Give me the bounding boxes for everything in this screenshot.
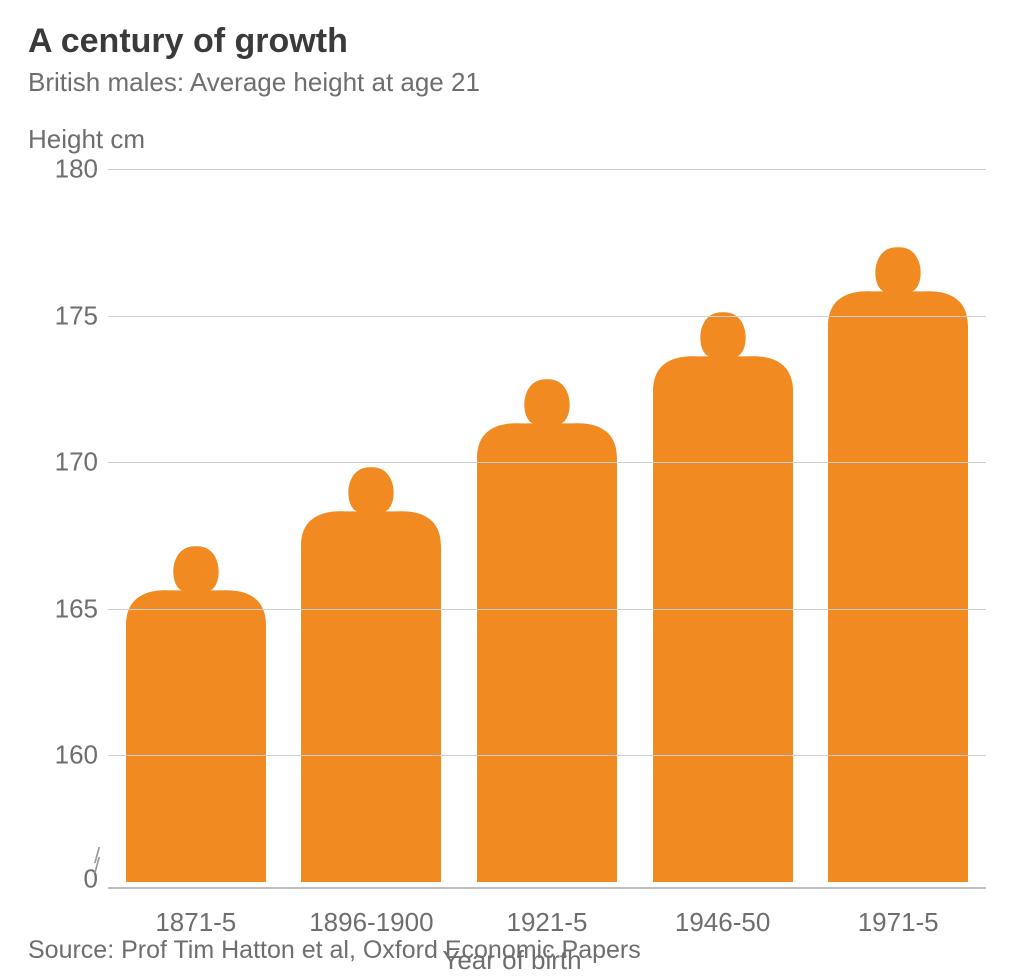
axis-break-icon: //	[94, 851, 98, 871]
y-tick-label: 0	[38, 864, 98, 895]
chart-subtitle: British males: Average height at age 21	[28, 67, 996, 98]
bar	[291, 169, 451, 889]
source-text: Source: Prof Tim Hatton et al, Oxford Ec…	[28, 936, 641, 965]
gridline	[108, 755, 986, 756]
gridline	[108, 462, 986, 463]
x-tick-label: 1971-5	[818, 907, 978, 938]
person-silhouette-icon	[477, 378, 617, 887]
person-silhouette-icon	[126, 545, 266, 887]
y-tick-label: 175	[38, 300, 98, 331]
x-tick-label: 1896-1900	[291, 907, 451, 938]
chart-title: A century of growth	[28, 22, 996, 61]
x-tick-label: 1921-5	[467, 907, 627, 938]
gridline	[108, 316, 986, 317]
chart-container: A century of growth British males: Avera…	[0, 0, 1024, 979]
bar	[467, 169, 627, 889]
y-axis-label: Height cm	[28, 124, 996, 155]
bar	[818, 169, 978, 889]
x-tick-label: 1871-5	[116, 907, 276, 938]
x-tick-label: 1946-50	[643, 907, 803, 938]
person-silhouette-icon	[828, 246, 968, 887]
y-tick-label: 165	[38, 593, 98, 624]
y-tick-label: 170	[38, 447, 98, 478]
bar	[643, 169, 803, 889]
x-axis-tick-labels: 1871-5 1896-1900 1921-5 1946-50 1971-5	[108, 889, 986, 938]
person-silhouette-icon	[301, 466, 441, 887]
gridline	[108, 169, 986, 170]
y-tick-label: 180	[38, 154, 98, 185]
bar	[116, 169, 276, 889]
bars-row	[108, 169, 986, 889]
gridline	[108, 609, 986, 610]
y-tick-label: 160	[38, 740, 98, 771]
person-silhouette-icon	[653, 311, 793, 887]
plot-area: 1801751701651600//	[48, 169, 996, 889]
